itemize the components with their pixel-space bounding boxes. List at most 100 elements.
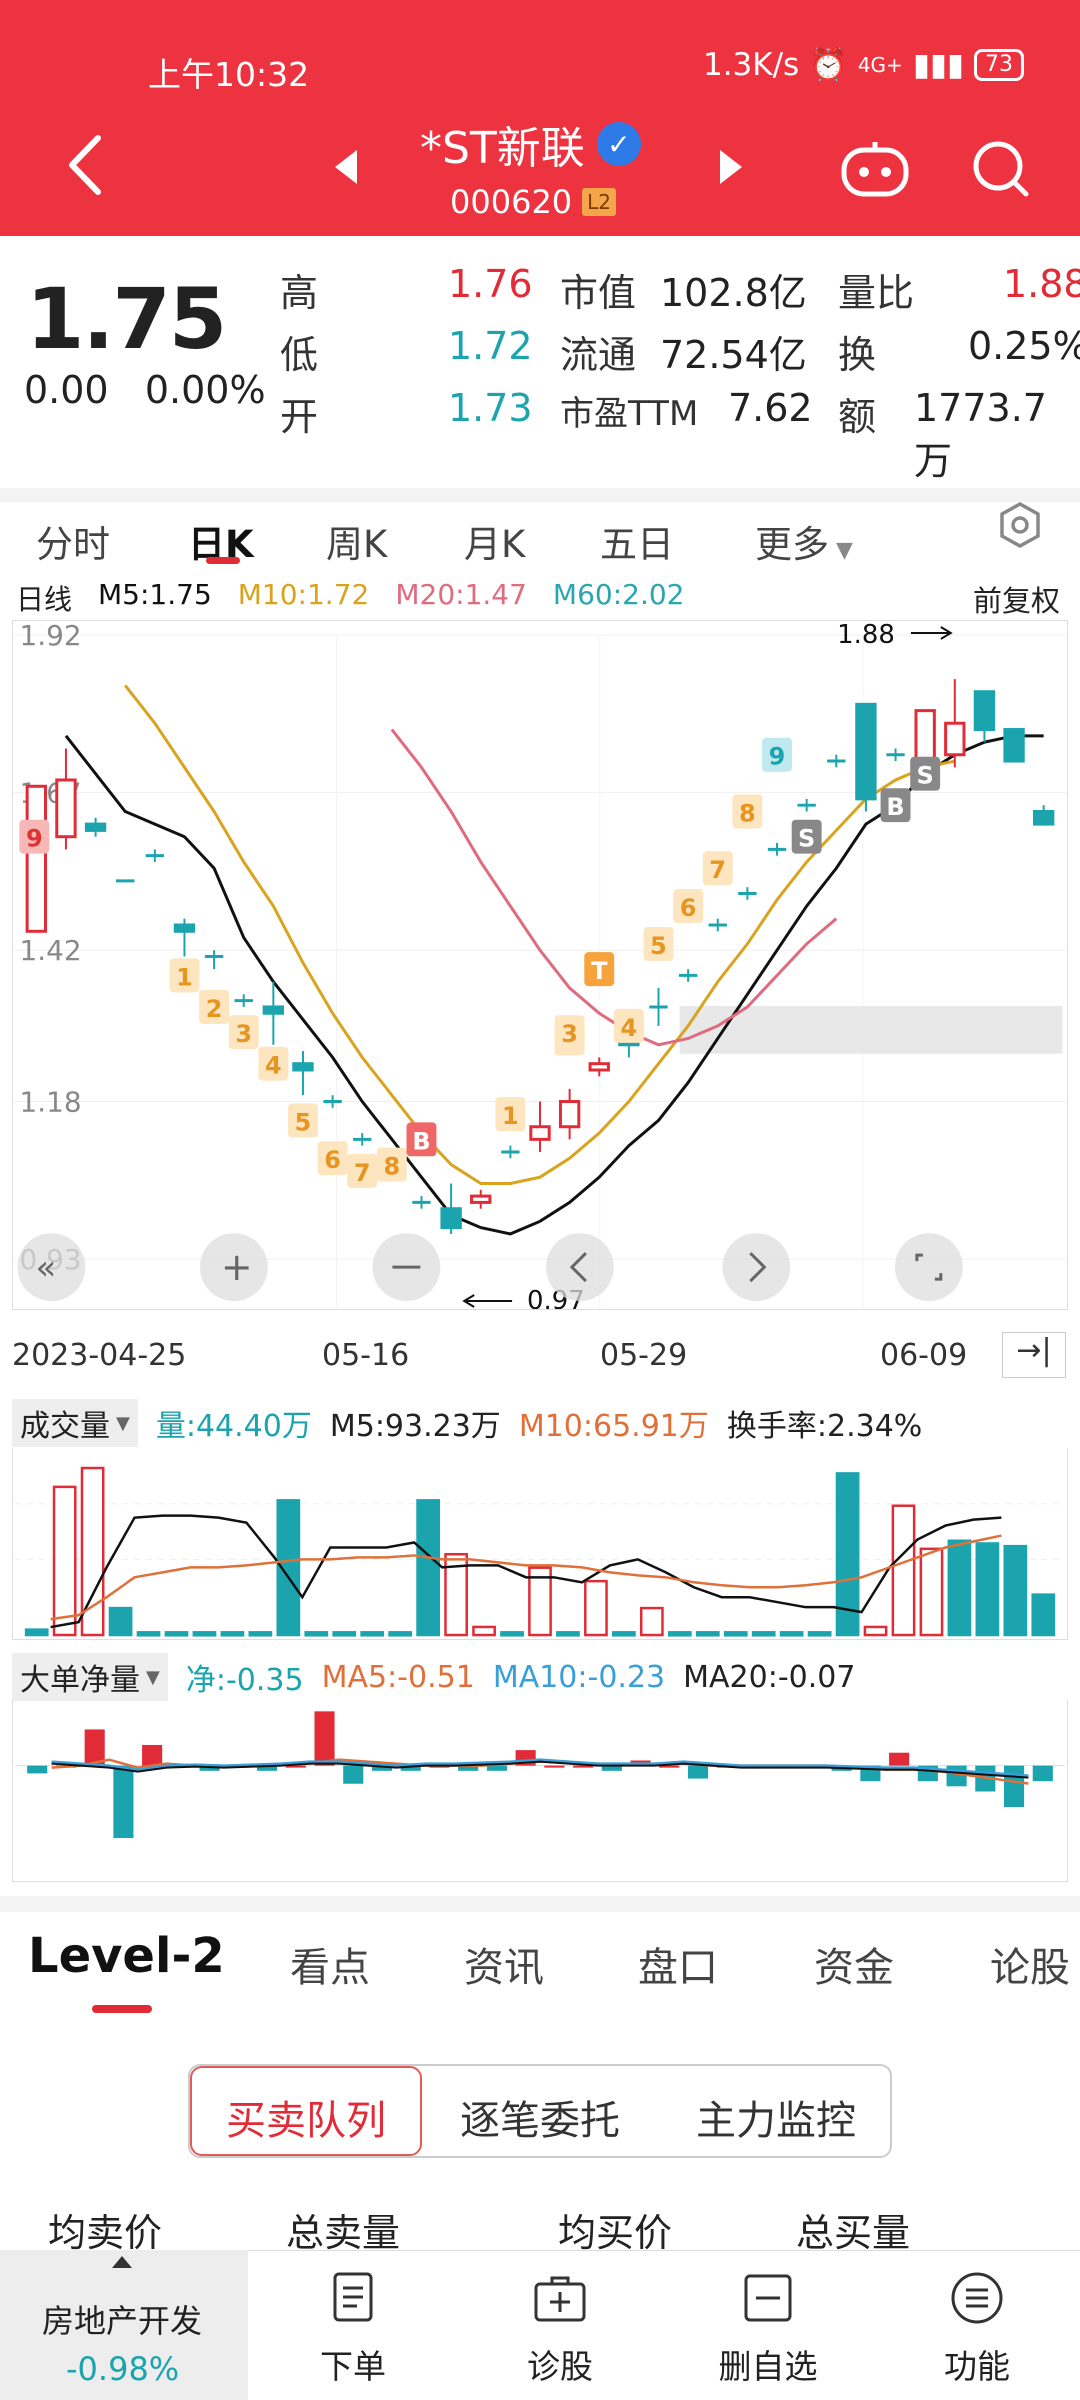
bigorder-net-chart[interactable] (12, 1700, 1068, 1882)
candle (558, 1088, 581, 1140)
signal-marker: 9 (762, 737, 792, 772)
prev-stock-arrow-icon[interactable] (335, 150, 357, 184)
candle (588, 1057, 610, 1077)
flow-ma5-line (51, 1758, 1029, 1785)
signal-text: T (591, 957, 608, 985)
signal-marker: S (791, 819, 822, 854)
candle (973, 690, 996, 743)
flow-bar (1003, 1765, 1025, 1808)
fullscreen-button[interactable] (894, 1233, 963, 1302)
robot-assistant-icon[interactable] (840, 140, 910, 198)
functions-button[interactable]: 功能 (902, 2270, 1052, 2388)
volume-bar (108, 1606, 133, 1637)
tab-five-day[interactable]: 五日 (600, 523, 674, 566)
volume-m5: M5:93.23万 (329, 1409, 501, 1444)
next-stock-arrow-icon[interactable] (720, 150, 742, 184)
flow-bar (946, 1765, 967, 1787)
candlestick-chart[interactable]: 1.921.671.421.180.93 912345678B123T45678… (12, 620, 1068, 1310)
zoom-out-far-button[interactable]: « (17, 1233, 86, 1302)
tab-more-label: 更多 (755, 523, 829, 566)
tab-more[interactable]: 更多 ▼ (755, 514, 853, 568)
segment-main-monitor[interactable]: 主力监控 (696, 2098, 856, 2144)
segment-tick-orders[interactable]: 逐笔委托 (460, 2098, 620, 2144)
candle (292, 1051, 314, 1096)
volume-ma10-line (50, 1534, 1002, 1621)
signal-marker: 2 (199, 989, 230, 1024)
signal-marker: 7 (347, 1153, 378, 1188)
volume-indicator-select[interactable]: 成交量 ▼ (12, 1399, 138, 1447)
tab-weekly-k[interactable]: 周K (326, 523, 388, 566)
flow-bar (601, 1765, 622, 1771)
signal-text: 8 (739, 799, 756, 827)
segment-order-queue[interactable]: 买卖队列 (226, 2098, 386, 2144)
tab-timeshare[interactable]: 分时 (36, 523, 110, 566)
tab-discussion[interactable]: 论股 (990, 1945, 1070, 1991)
candle (529, 1101, 551, 1152)
flow-ma10: MA10:-0.23 (492, 1659, 666, 1695)
network-type: 4G+ (857, 52, 903, 77)
back-icon[interactable] (60, 130, 110, 200)
volume-bar (52, 1485, 77, 1637)
candle (204, 950, 224, 970)
zoom-out-button[interactable] (372, 1233, 441, 1302)
price-adjust-toggle[interactable]: 前复权 (972, 584, 1060, 618)
stock-code: 000620 L2 (450, 183, 617, 221)
svg-text:«: « (35, 1248, 56, 1287)
mktcap-value: 102.8亿 (660, 271, 807, 315)
flow-ma10-line (51, 1758, 1029, 1777)
tab-orderbook[interactable]: 盘口 (638, 1945, 718, 1991)
volume-bar (248, 1631, 273, 1637)
volume-select-label: 成交量 (20, 1409, 110, 1444)
open-label: 开 (280, 395, 319, 439)
candle (738, 887, 757, 900)
flow-ma5: MA5:-0.51 (321, 1659, 475, 1695)
scroll-right-button[interactable] (722, 1233, 791, 1302)
stock-name[interactable]: *ST新联 ✓ (420, 112, 641, 176)
verified-icon: ✓ (596, 122, 641, 166)
candle (1032, 805, 1055, 826)
period-label: 日线 (16, 583, 73, 616)
settings-hexagon-icon[interactable] (995, 500, 1045, 550)
order-label: 下单 (320, 2347, 386, 2386)
vol-ratio-label: 量比 (838, 271, 915, 315)
diagnose-label: 诊股 (527, 2347, 593, 2386)
tab-level2[interactable]: Level-2 (28, 1928, 225, 1984)
order-button[interactable]: 下单 (278, 2270, 428, 2388)
level2-badge: L2 (582, 188, 617, 216)
diagnose-button[interactable]: 诊股 (485, 2270, 635, 2388)
jump-to-latest-icon[interactable]: →| (1002, 1332, 1066, 1378)
order-doc-icon (333, 2272, 373, 2322)
status-time: 上午10:32 (148, 55, 310, 94)
search-icon[interactable] (968, 136, 1032, 200)
ma5-legend: M5:1.75 (98, 578, 212, 611)
candle (412, 1196, 431, 1209)
caret-up-icon (112, 2256, 132, 2268)
sector-info[interactable]: 房地产开发 -0.98% (0, 2250, 248, 2400)
scroll-left-button[interactable] (545, 1233, 614, 1302)
tab-monthly-k[interactable]: 月K (464, 523, 526, 566)
volume-chart[interactable] (12, 1448, 1068, 1640)
status-icons: 1.3K/s ⏰ 4G+ ▮▮▮ 73 (703, 46, 1024, 83)
ma-legend: 日线 M5:1.75 M10:1.72 M20:1.47 M60:2.02 (16, 578, 685, 618)
tab-funds[interactable]: 资金 (814, 1945, 894, 1991)
remove-watchlist-button[interactable]: 删自选 (693, 2270, 843, 2388)
signal-marker: 3 (554, 1015, 585, 1050)
signal-text: 4 (621, 1014, 638, 1042)
volume-bar (975, 1542, 1000, 1637)
volume-bar (1003, 1544, 1028, 1637)
segment-active-border (190, 2066, 422, 2156)
mktcap-label: 市值 (560, 271, 637, 315)
volume-bar (528, 1566, 552, 1637)
signal-marker: 5 (643, 926, 674, 961)
flow-ma20: MA20:-0.07 (683, 1659, 856, 1695)
tab-news[interactable]: 资讯 (464, 1945, 544, 1991)
signal-text: 6 (324, 1146, 341, 1174)
volume-bar (360, 1631, 385, 1637)
tab-highlights[interactable]: 看点 (290, 1945, 370, 1991)
remove-watchlist-label: 删自选 (718, 2347, 818, 2386)
zoom-in-button[interactable]: + (199, 1233, 268, 1302)
signal-marker: 8 (376, 1147, 407, 1182)
turnover-rate: 换手率:2.34% (727, 1401, 922, 1445)
menu-circle-icon (951, 2272, 1003, 2324)
bigorder-indicator-select[interactable]: 大单净量 ▼ (12, 1653, 168, 1701)
